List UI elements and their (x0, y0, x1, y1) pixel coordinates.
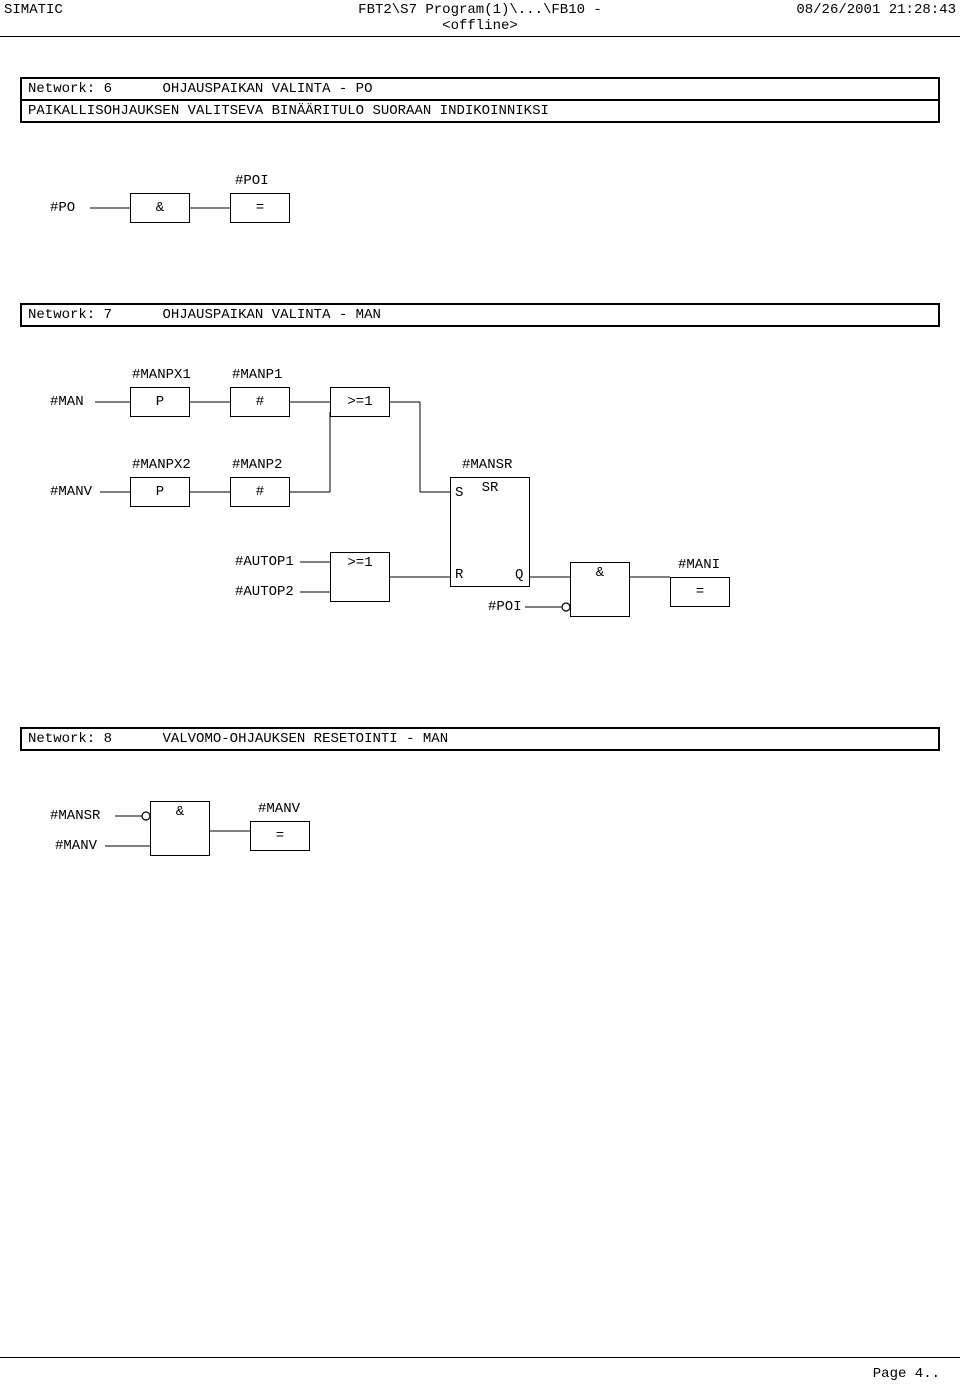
label-manpx2: #MANPX2 (132, 457, 191, 473)
network-title-bar: Network: 7 OHJAUSPAIKAN VALINTA - MAN (20, 303, 940, 327)
label-manp2: #MANP2 (232, 457, 282, 473)
input-manv: #MANV (50, 484, 92, 500)
hash-block: # (230, 387, 290, 417)
sr-q-pin: Q (515, 567, 523, 583)
network-title: OHJAUSPAIKAN VALINTA - MAN (162, 307, 380, 323)
network-number: 7 (104, 307, 112, 323)
or-block: >=1 (330, 552, 390, 602)
input-mansr: #MANSR (50, 808, 100, 824)
and-block: & (130, 193, 190, 223)
or-block: >=1 (330, 387, 390, 417)
assign-block: = (670, 577, 730, 607)
output-poi-label: #POI (235, 173, 269, 189)
sr-s-pin: S (455, 485, 463, 501)
network-8: Network: 8 VALVOMO-OHJAUKSEN RESETOINTI … (20, 727, 940, 891)
label-manpx1: #MANPX1 (132, 367, 191, 383)
page-header: SIMATIC FBT2\S7 Program(1)\...\FB10 - <o… (0, 0, 960, 37)
and-block: & (570, 562, 630, 617)
network-title-bar: Network: 6 OHJAUSPAIKAN VALINTA - PO (20, 77, 940, 101)
network-6: Network: 6 OHJAUSPAIKAN VALINTA - PO PAI… (20, 77, 940, 253)
p-block: P (130, 387, 190, 417)
network-title-bar: Network: 8 VALVOMO-OHJAUKSEN RESETOINTI … (20, 727, 940, 751)
output-mani-label: #MANI (678, 557, 720, 573)
diagram-net6: #PO & #POI = (50, 153, 940, 253)
header-left: SIMATIC (4, 2, 321, 34)
header-center: FBT2\S7 Program(1)\...\FB10 - <offline> (321, 2, 638, 34)
sr-r-pin: R (455, 567, 463, 583)
page-number: Page 4.. (873, 1366, 940, 1382)
output-manv-label: #MANV (258, 801, 300, 817)
input-po: #PO (50, 200, 75, 216)
input-manv: #MANV (55, 838, 97, 854)
assign-block: = (250, 821, 310, 851)
network-comment: PAIKALLISOHJAUKSEN VALITSEVA BINÄÄRITULO… (20, 101, 940, 123)
input-autop1: #AUTOP1 (235, 554, 294, 570)
label-mansr: #MANSR (462, 457, 512, 473)
page-footer: Page 4.. (0, 1357, 960, 1390)
input-poi: #POI (488, 599, 522, 615)
and-block: & (150, 801, 210, 856)
header-right: 08/26/2001 21:28:43 (639, 2, 956, 34)
p-block: P (130, 477, 190, 507)
network-title: VALVOMO-OHJAUKSEN RESETOINTI - MAN (162, 731, 448, 747)
diagram-net7: #MAN #MANPX1 P #MANP1 # >=1 #MANV #MANPX… (50, 357, 940, 677)
network-7: Network: 7 OHJAUSPAIKAN VALINTA - MAN (20, 303, 940, 677)
network-number: 6 (104, 81, 112, 97)
label-manp1: #MANP1 (232, 367, 282, 383)
input-man: #MAN (50, 394, 84, 410)
network-title: OHJAUSPAIKAN VALINTA - PO (162, 81, 372, 97)
assign-block: = (230, 193, 290, 223)
diagram-net8: #MANSR #MANV & #MANV = (50, 781, 940, 891)
input-autop2: #AUTOP2 (235, 584, 294, 600)
hash-block: # (230, 477, 290, 507)
network-number: 8 (104, 731, 112, 747)
